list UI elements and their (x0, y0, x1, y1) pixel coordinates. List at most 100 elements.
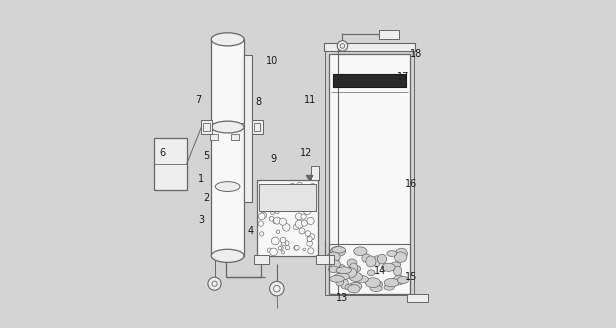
Circle shape (285, 245, 290, 250)
Circle shape (283, 224, 290, 231)
Ellipse shape (328, 266, 339, 273)
Circle shape (285, 193, 288, 196)
Bar (209, 134, 218, 140)
Bar (254, 255, 269, 264)
Circle shape (294, 245, 299, 250)
Text: 1: 1 (198, 174, 205, 184)
Circle shape (307, 236, 312, 241)
Bar (154, 138, 187, 190)
Circle shape (302, 201, 306, 205)
Circle shape (270, 248, 277, 256)
Text: 8: 8 (256, 97, 262, 107)
Text: 12: 12 (300, 148, 312, 157)
Text: 14: 14 (374, 266, 386, 276)
Circle shape (262, 196, 267, 201)
Bar (259, 184, 316, 211)
Ellipse shape (394, 266, 402, 276)
Ellipse shape (366, 256, 376, 267)
Ellipse shape (387, 251, 397, 256)
Text: 9: 9 (270, 154, 277, 164)
Ellipse shape (373, 256, 381, 267)
Circle shape (261, 212, 267, 218)
Bar (257, 180, 318, 256)
Bar (379, 30, 399, 39)
Ellipse shape (397, 277, 408, 283)
Ellipse shape (211, 33, 244, 46)
Ellipse shape (373, 281, 383, 288)
Circle shape (298, 204, 304, 209)
Circle shape (302, 186, 305, 189)
Ellipse shape (211, 121, 244, 133)
Circle shape (310, 204, 314, 207)
Ellipse shape (378, 254, 387, 264)
Ellipse shape (341, 279, 349, 289)
Ellipse shape (211, 249, 244, 262)
Circle shape (303, 248, 306, 251)
Circle shape (293, 224, 299, 230)
Circle shape (309, 184, 317, 191)
Bar (407, 294, 428, 302)
Ellipse shape (350, 265, 361, 272)
Text: 18: 18 (410, 49, 423, 59)
Circle shape (258, 221, 264, 226)
Text: 2: 2 (203, 194, 209, 203)
Ellipse shape (389, 278, 398, 285)
Circle shape (288, 184, 297, 192)
Ellipse shape (330, 246, 346, 256)
Circle shape (297, 182, 302, 188)
Circle shape (293, 194, 299, 200)
Ellipse shape (347, 259, 357, 267)
Ellipse shape (332, 247, 346, 253)
Circle shape (282, 241, 286, 246)
Text: 15: 15 (405, 272, 418, 282)
Circle shape (265, 188, 269, 191)
Ellipse shape (216, 182, 240, 192)
Ellipse shape (327, 252, 340, 262)
Bar (254, 123, 261, 131)
Circle shape (212, 281, 217, 286)
Circle shape (275, 210, 279, 214)
Circle shape (280, 237, 286, 243)
Ellipse shape (343, 268, 357, 278)
Text: 4: 4 (248, 226, 254, 236)
Circle shape (340, 44, 345, 48)
Circle shape (301, 220, 307, 226)
Circle shape (307, 217, 314, 225)
Circle shape (272, 237, 279, 245)
Ellipse shape (338, 265, 346, 275)
Circle shape (271, 211, 274, 215)
Ellipse shape (394, 275, 404, 285)
Circle shape (259, 232, 264, 236)
Circle shape (273, 219, 278, 224)
Text: 5: 5 (203, 151, 209, 161)
Circle shape (296, 193, 304, 199)
Bar (330, 244, 410, 294)
Ellipse shape (395, 248, 407, 259)
Ellipse shape (384, 284, 394, 290)
Circle shape (285, 241, 289, 245)
Bar (330, 54, 410, 294)
Bar (201, 120, 213, 133)
Circle shape (296, 220, 303, 228)
Circle shape (208, 277, 221, 290)
Circle shape (279, 218, 286, 225)
Circle shape (301, 192, 304, 195)
Circle shape (296, 213, 302, 220)
Circle shape (308, 248, 314, 254)
Ellipse shape (345, 284, 355, 290)
Circle shape (299, 188, 306, 195)
Circle shape (309, 234, 315, 240)
Ellipse shape (349, 273, 362, 281)
Bar (333, 74, 407, 87)
Polygon shape (306, 175, 313, 180)
Circle shape (267, 199, 273, 204)
Circle shape (307, 235, 312, 240)
Circle shape (281, 206, 286, 212)
Circle shape (269, 216, 274, 221)
Ellipse shape (367, 270, 375, 276)
Circle shape (307, 240, 312, 246)
Circle shape (284, 202, 291, 210)
Ellipse shape (336, 267, 351, 274)
Bar (252, 120, 263, 133)
Circle shape (304, 186, 307, 189)
